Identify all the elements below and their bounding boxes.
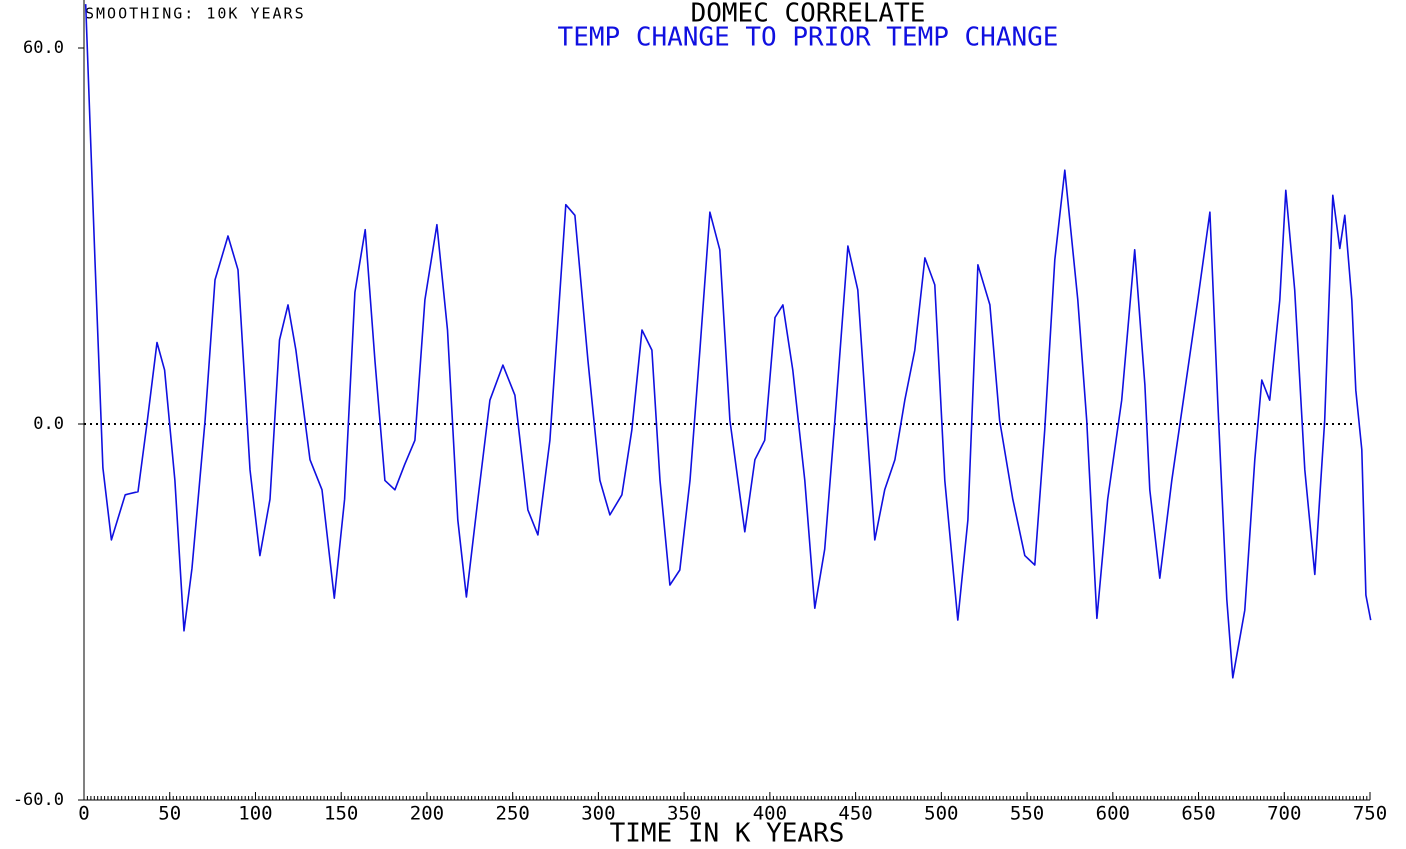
x-tick-label: 0 bbox=[78, 803, 89, 825]
x-tick-label: 500 bbox=[924, 803, 958, 825]
x-tick-label: 250 bbox=[496, 803, 530, 825]
data-line bbox=[84, 4, 1372, 679]
x-tick-label: 450 bbox=[838, 803, 872, 825]
x-minor-ticks bbox=[83, 796, 1368, 800]
x-tick-label: 700 bbox=[1267, 803, 1301, 825]
y-tick-label: -60.0 bbox=[13, 790, 64, 810]
y-tick-label: 0.0 bbox=[33, 414, 64, 434]
y-tick-label: 60.0 bbox=[23, 38, 64, 58]
chart-subtitle: TEMP CHANGE TO PRIOR TEMP CHANGE bbox=[558, 23, 1059, 53]
x-tick-label: 100 bbox=[238, 803, 272, 825]
x-axis-label: TIME IN K YEARS bbox=[610, 819, 845, 849]
x-tick-label: 650 bbox=[1181, 803, 1215, 825]
x-tick-label: 400 bbox=[753, 803, 787, 825]
x-tick-label: 150 bbox=[324, 803, 358, 825]
x-tick-label: 300 bbox=[581, 803, 615, 825]
x-tick-label: 50 bbox=[158, 803, 181, 825]
x-tick-label: 200 bbox=[410, 803, 444, 825]
annotation: SMOOTHING: 10K YEARS bbox=[85, 5, 306, 23]
x-tick-label: 350 bbox=[667, 803, 701, 825]
x-tick-label: 750 bbox=[1353, 803, 1387, 825]
x-tick-label: 600 bbox=[1096, 803, 1130, 825]
chart-title: DOMEC CORRELATE bbox=[691, 0, 926, 29]
x-tick-label: 550 bbox=[1010, 803, 1044, 825]
